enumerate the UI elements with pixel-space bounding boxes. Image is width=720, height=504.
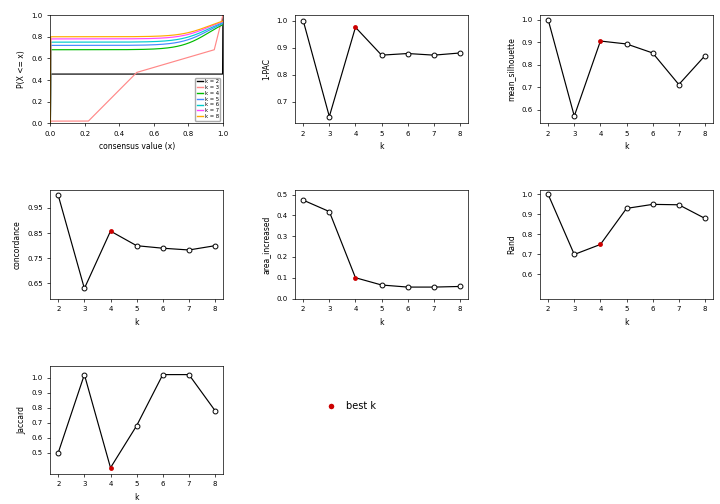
X-axis label: k: k: [624, 318, 629, 327]
X-axis label: k: k: [135, 318, 139, 327]
Legend: k = 2, k = 3, k = 4, k = 5, k = 6, k = 7, k = 8: k = 2, k = 3, k = 4, k = 5, k = 6, k = 7…: [195, 78, 220, 120]
X-axis label: k: k: [135, 493, 139, 502]
Y-axis label: mean_silhouette: mean_silhouette: [507, 37, 516, 101]
X-axis label: k: k: [624, 143, 629, 152]
Y-axis label: P(X <= x): P(X <= x): [17, 50, 26, 88]
Y-axis label: Rand: Rand: [507, 234, 516, 255]
X-axis label: k: k: [379, 318, 384, 327]
Y-axis label: area_increased: area_increased: [262, 215, 271, 274]
X-axis label: consensus value (x): consensus value (x): [99, 143, 175, 152]
Y-axis label: Jaccard: Jaccard: [17, 406, 26, 433]
X-axis label: k: k: [379, 143, 384, 152]
Y-axis label: 1-PAC: 1-PAC: [262, 58, 271, 80]
Legend: best k: best k: [318, 398, 379, 415]
Y-axis label: concordance: concordance: [12, 220, 22, 269]
